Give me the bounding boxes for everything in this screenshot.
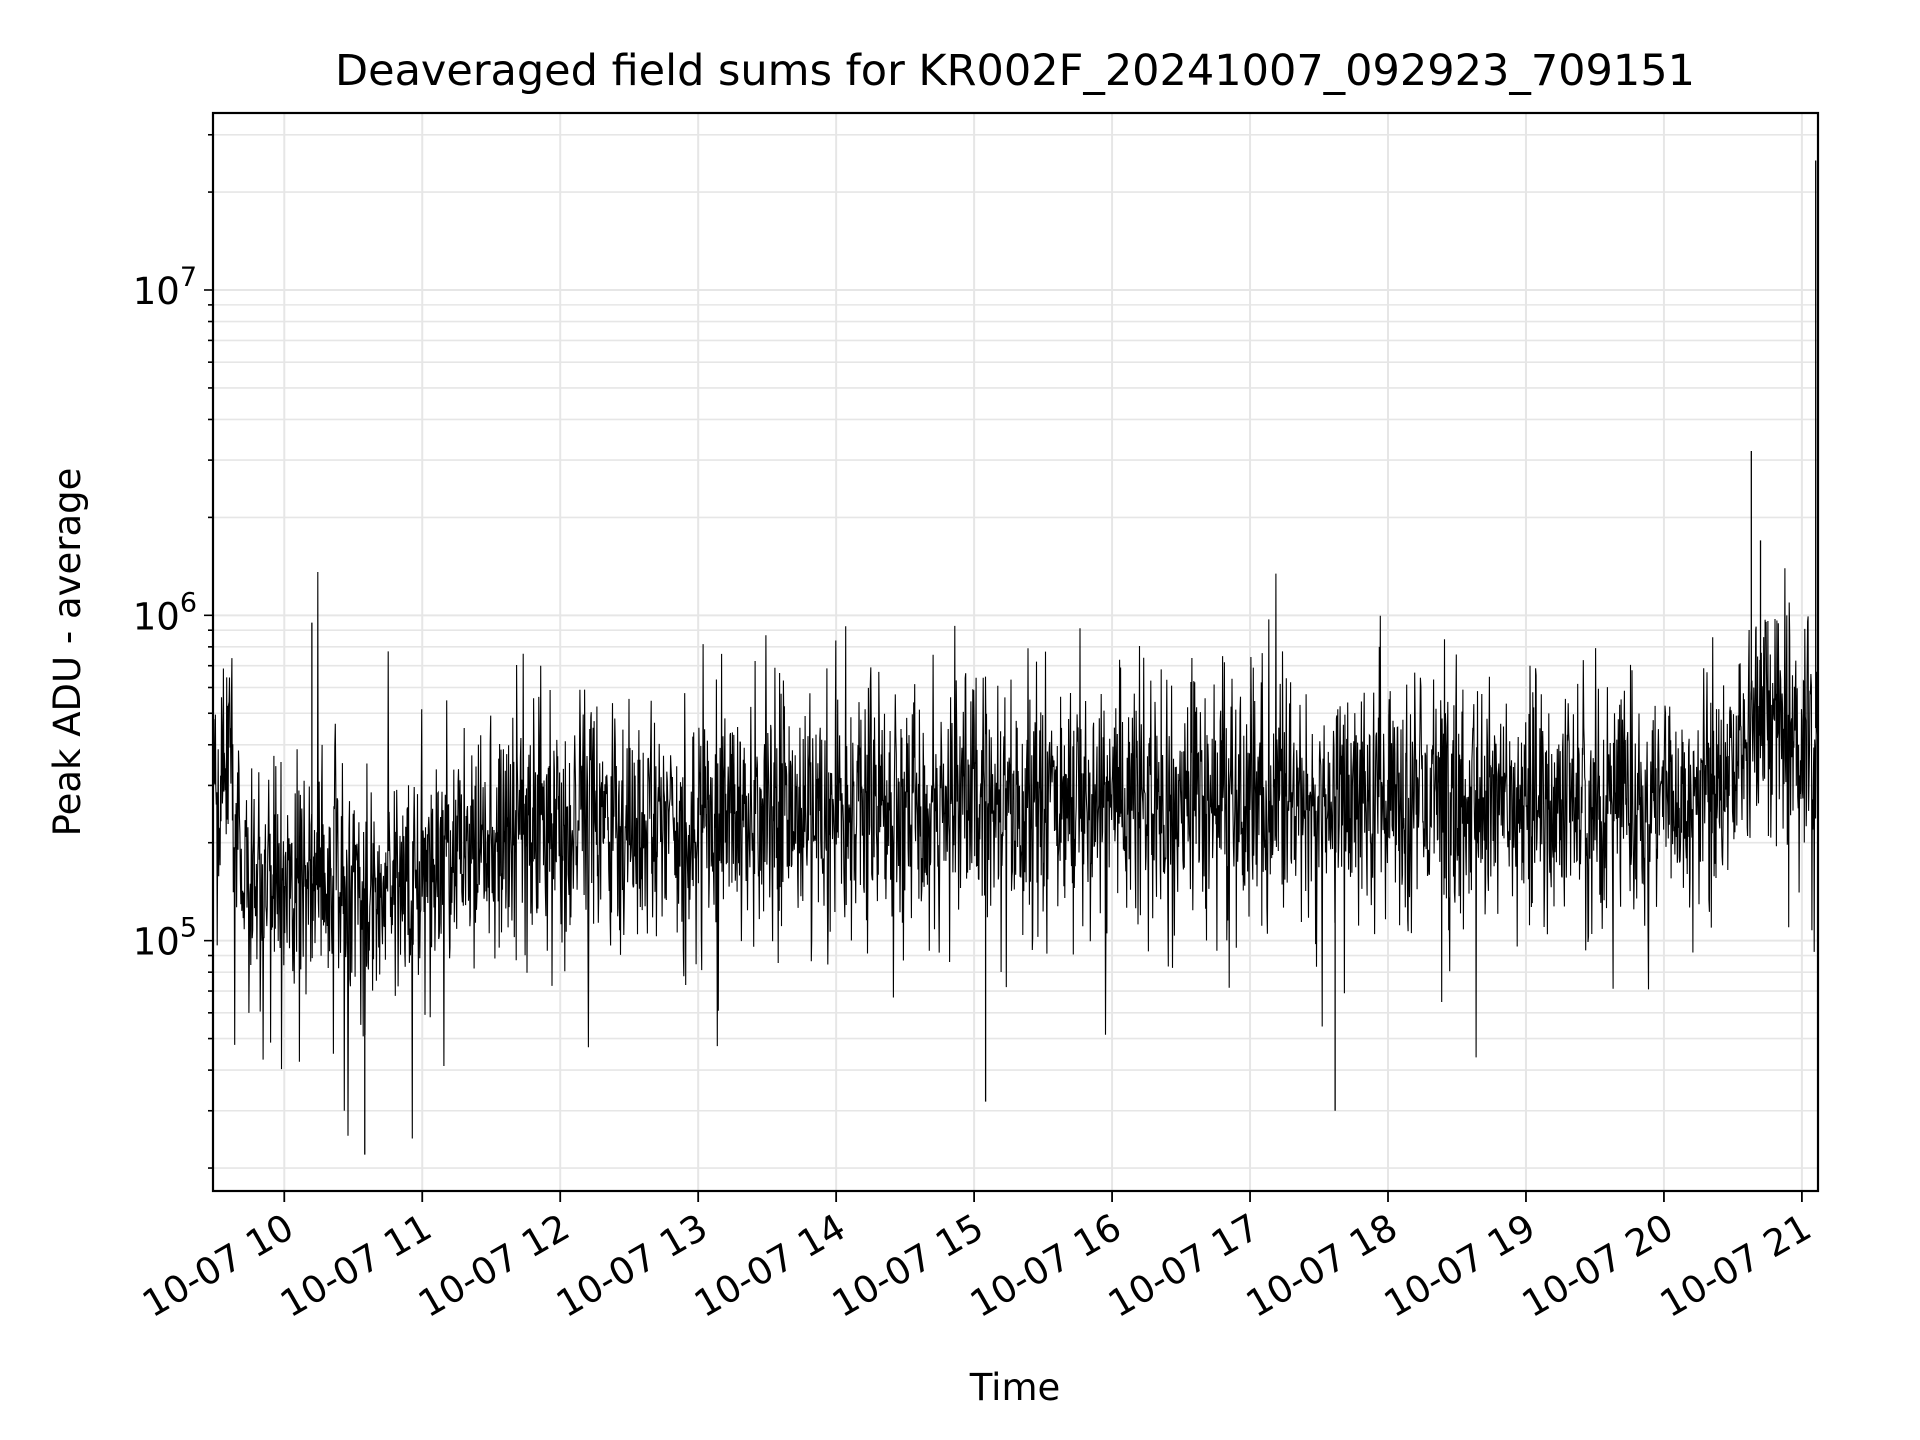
chart-title: Deaveraged field sums for KR002F_2024100… bbox=[335, 46, 1695, 96]
plot-frame bbox=[211, 111, 1820, 1193]
y-axis: 105 106 107 bbox=[133, 133, 213, 1169]
x-axis-label: Time bbox=[969, 1366, 1061, 1409]
y-tick-label: 105 bbox=[133, 913, 197, 964]
series-line bbox=[212, 568, 1819, 1139]
series-layer bbox=[212, 160, 1819, 1155]
y-tick-label: 107 bbox=[133, 262, 197, 313]
y-tick-label: 106 bbox=[133, 587, 197, 638]
y-axis-label: Peak ADU - average bbox=[46, 468, 89, 837]
